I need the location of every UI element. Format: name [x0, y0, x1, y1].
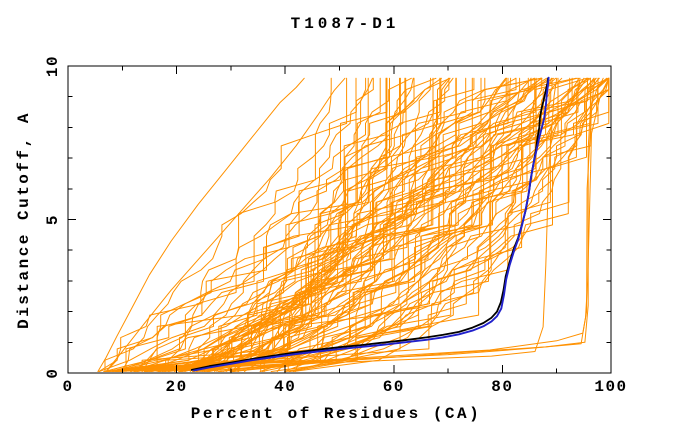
plot-title: T1087-D1 [291, 15, 400, 33]
x-tick-label: 80 [491, 378, 513, 396]
model-curve-outlier [138, 79, 596, 371]
model-curve [106, 77, 591, 372]
model-curve [260, 77, 610, 372]
y-tick-label: 10 [44, 55, 62, 77]
model-curve [167, 77, 374, 372]
model-curve [179, 77, 610, 372]
model-curve-outlier [105, 77, 346, 372]
model-curve [276, 77, 532, 372]
model-curve-outlier [97, 77, 305, 372]
model-curve-outlier [116, 77, 608, 372]
model-curve [164, 77, 434, 372]
x-tick-label: 0 [62, 378, 73, 396]
model-curve [225, 77, 381, 372]
model-curve [112, 77, 590, 372]
model-curve [104, 77, 536, 372]
model-curve-outlier [121, 77, 558, 371]
model-curve [136, 77, 517, 372]
model-curve [120, 77, 542, 372]
model-curve [125, 77, 388, 372]
model-curve [230, 77, 450, 372]
model-curve [232, 77, 543, 372]
y-axis-label: Distance Cutoff, A [15, 111, 33, 329]
model-curve [131, 77, 332, 372]
model-curve [105, 77, 542, 372]
model-curve [157, 77, 442, 372]
model-curve [109, 77, 367, 372]
model-curve [179, 77, 450, 372]
model-curve [98, 77, 412, 372]
model-curve [167, 77, 473, 372]
model-curve [105, 77, 610, 372]
model-curve [289, 77, 537, 372]
model-curve [116, 77, 387, 372]
model-curve [130, 77, 587, 372]
model-curve [158, 77, 406, 372]
model-curve [193, 77, 608, 372]
model-curves-layer [97, 76, 610, 372]
model-curve [261, 77, 507, 372]
model-curve [270, 77, 599, 372]
y-tick-label: 0 [44, 367, 62, 378]
model-curve [231, 77, 535, 372]
model-curve [156, 77, 451, 372]
x-tick-label: 60 [383, 378, 405, 396]
model-curve [104, 77, 348, 372]
model-curve [151, 77, 369, 372]
model-curve [238, 77, 437, 372]
x-axis-label: Percent of Residues (CA) [191, 405, 481, 423]
reference-model-curve [190, 77, 549, 371]
x-tick-label: 100 [594, 378, 627, 396]
model-curve [207, 77, 588, 372]
x-tick-label: 40 [274, 378, 296, 396]
axes-layer: 0 20 40 60 80 100 0 5 10 [44, 55, 627, 396]
model-curve [98, 77, 573, 372]
y-tick-label: 5 [44, 214, 62, 225]
x-tick-label: 20 [165, 378, 187, 396]
model-curve [181, 77, 552, 372]
model-curve [284, 77, 512, 372]
model-curve [259, 77, 610, 372]
highlighted-model-curve [193, 76, 550, 372]
model-curve [115, 77, 532, 372]
